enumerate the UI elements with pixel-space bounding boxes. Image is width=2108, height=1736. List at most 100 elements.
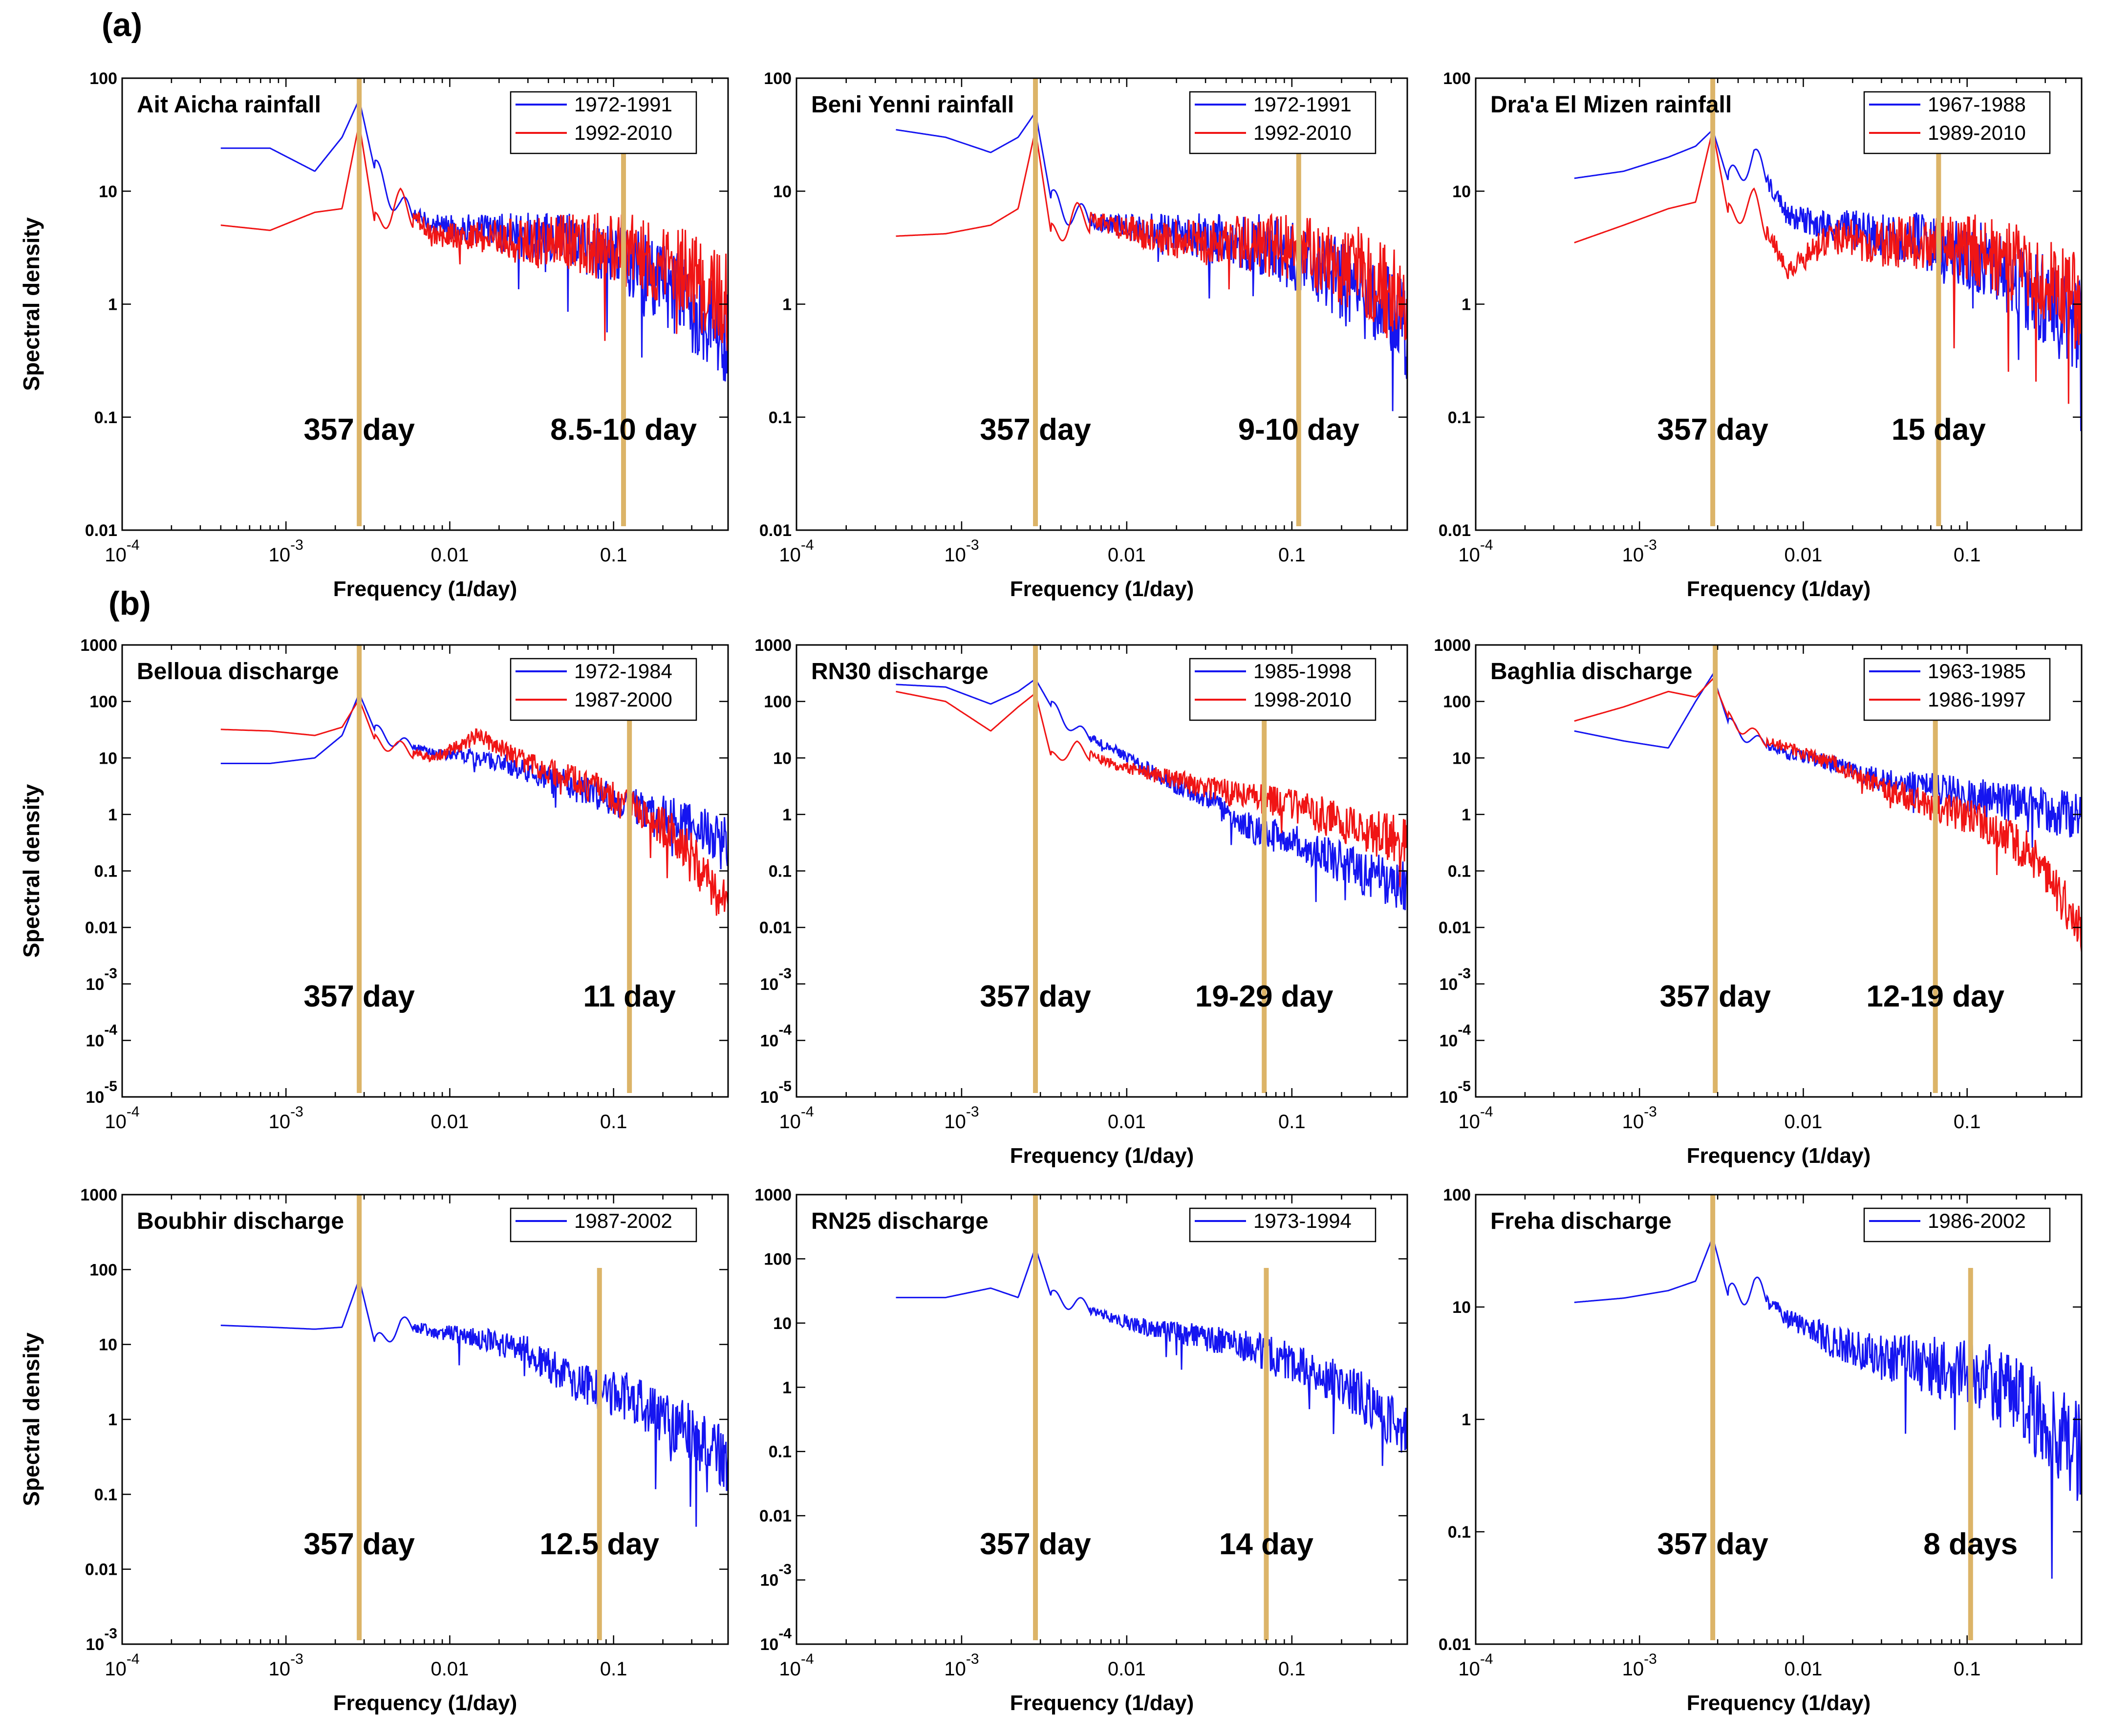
series-line-1 xyxy=(896,678,1407,910)
y-tick-label: 100 xyxy=(1443,1186,1471,1204)
legend-entry: 1963-1985 xyxy=(1928,660,2026,683)
period-label-2: 12-19 day xyxy=(1866,980,2004,1013)
series-line-1 xyxy=(896,110,1407,411)
y-tick-label: 10-4 xyxy=(1439,1022,1471,1050)
legend-entry: 1972-1991 xyxy=(574,93,672,116)
period-label-2: 19-29 day xyxy=(1195,980,1334,1013)
y-axis-label: Spectral density xyxy=(19,1332,44,1506)
x-tick-label: 0.1 xyxy=(600,544,627,566)
period-marker-1 xyxy=(357,645,362,1093)
y-tick-label: 1000 xyxy=(754,1186,792,1204)
legend-entry: 1972-1984 xyxy=(574,660,672,683)
y-tick-label: 10-5 xyxy=(86,1078,117,1107)
x-tick-label: 10-4 xyxy=(1458,1104,1493,1133)
period-marker-1 xyxy=(357,78,362,526)
legend-entry: 1987-2000 xyxy=(574,688,672,711)
x-axis-label: Frequency (1/day) xyxy=(1010,577,1194,601)
period-label-2: 15 day xyxy=(1892,413,1986,447)
x-tick-label: 0.1 xyxy=(600,1658,627,1680)
period-label-1: 357 day xyxy=(1657,413,1768,447)
period-marker-2 xyxy=(1296,151,1301,526)
chart-title: Belloua discharge xyxy=(137,659,339,685)
chart-panel-1: 357 day 8.5-10 day 10-4 10-3 0.01 0.1 0.01 0.1 1… xyxy=(19,69,729,601)
panel-label-b: (b) xyxy=(108,585,151,622)
y-tick-label: 100 xyxy=(1443,693,1471,711)
legend-box xyxy=(1189,91,1377,154)
legend-entry: 1985-1998 xyxy=(1253,660,1352,683)
period-marker-1 xyxy=(1033,1195,1038,1640)
y-tick-label: 0.1 xyxy=(1448,862,1471,881)
x-tick-label: 0.1 xyxy=(600,1111,627,1133)
period-marker-2 xyxy=(621,151,626,526)
chart-panel-9: 357 day 8 days 10-4 10-3 0.01 0.1 0.01 0.1 1 10 10… xyxy=(1439,1186,2083,1715)
legend-entry: 1987-2002 xyxy=(574,1209,672,1232)
legend-entry: 1986-1997 xyxy=(1928,688,2026,711)
legend-box xyxy=(1863,1207,2051,1243)
legend-box xyxy=(1863,658,2051,721)
period-label-1: 357 day xyxy=(980,1527,1091,1561)
period-marker-1 xyxy=(1713,645,1718,1093)
y-tick-label: 10-4 xyxy=(86,1022,117,1050)
period-marker-2 xyxy=(1968,1268,1973,1640)
y-tick-label: 10 xyxy=(1452,749,1471,768)
y-tick-label: 1 xyxy=(108,296,117,314)
series-line-1 xyxy=(1574,128,2082,431)
plot-frame xyxy=(1475,1194,2083,1645)
period-marker-1 xyxy=(1033,645,1038,1093)
y-tick-label: 1 xyxy=(108,1411,117,1429)
x-axis-label: Frequency (1/day) xyxy=(1687,1144,1871,1168)
chart-panel-3: 357 day 15 day 10-4 10-3 0.01 0.1 0.01 0.1 1 10 10… xyxy=(1439,69,2083,601)
period-marker-1 xyxy=(1710,78,1716,526)
x-axis-label: Frequency (1/day) xyxy=(1687,577,1871,601)
x-tick-label: 10-4 xyxy=(779,1651,814,1680)
period-marker-1 xyxy=(1710,1195,1716,1640)
y-tick-label: 0.1 xyxy=(769,408,792,427)
y-tick-label: 1 xyxy=(782,296,792,314)
y-tick-label: 1000 xyxy=(754,636,792,655)
x-tick-label: 0.01 xyxy=(1785,1658,1823,1680)
x-tick-label: 0.1 xyxy=(1954,1111,1981,1133)
x-axis-label: Frequency (1/day) xyxy=(1010,1691,1194,1715)
legend-entry: 1992-2010 xyxy=(574,121,672,144)
y-tick-label: 0.1 xyxy=(94,862,117,881)
y-axis-label: Spectral density xyxy=(19,217,44,391)
y-tick-label: 10-3 xyxy=(760,965,792,994)
y-tick-label: 100 xyxy=(764,693,792,711)
plot-frame xyxy=(796,1194,1408,1645)
y-tick-label: 10-3 xyxy=(86,1626,117,1654)
legend-entry: 1992-2010 xyxy=(1253,121,1352,144)
x-tick-label: 10-3 xyxy=(1622,537,1657,566)
y-tick-label: 0.01 xyxy=(759,1507,792,1525)
x-tick-label: 10-3 xyxy=(269,1651,303,1680)
y-tick-label: 0.1 xyxy=(1448,1523,1471,1542)
x-tick-label: 10-3 xyxy=(269,1104,303,1133)
period-marker-2 xyxy=(627,718,632,1093)
period-marker-1 xyxy=(357,1195,362,1640)
legend-entry: 1998-2010 xyxy=(1253,688,1352,711)
y-tick-label: 10-5 xyxy=(760,1078,792,1107)
x-tick-label: 10-3 xyxy=(944,1651,979,1680)
legend-box xyxy=(1189,658,1377,721)
x-tick-label: 0.1 xyxy=(1278,1658,1306,1680)
y-tick-label: 1 xyxy=(108,806,117,824)
y-tick-label: 1 xyxy=(782,1378,792,1397)
chart-title: RN30 discharge xyxy=(811,659,989,685)
series-line-1 xyxy=(1574,1234,2082,1579)
y-tick-label: 100 xyxy=(764,1250,792,1268)
y-tick-label: 1000 xyxy=(1434,636,1471,655)
y-tick-label: 0.1 xyxy=(769,1443,792,1461)
legend-box xyxy=(1863,91,2051,154)
series-line-2 xyxy=(220,123,728,351)
period-label-1: 357 day xyxy=(303,413,415,447)
series-line-2 xyxy=(896,690,1407,887)
period-label-2: 11 day xyxy=(583,980,676,1013)
y-axis-label: Spectral density xyxy=(19,784,44,958)
legend-box xyxy=(1189,1207,1377,1243)
series-line-1 xyxy=(220,1276,728,1527)
y-tick-label: 10 xyxy=(99,1336,117,1354)
period-label-1: 357 day xyxy=(303,1527,415,1561)
x-tick-label: 10-4 xyxy=(105,1651,139,1680)
